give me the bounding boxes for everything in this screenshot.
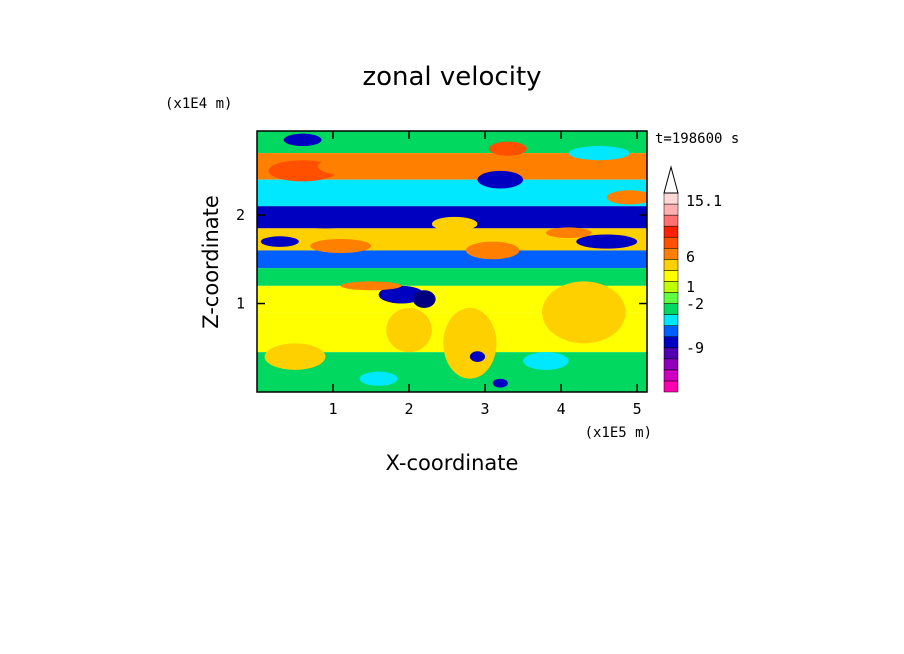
contour-cell-13	[386, 307, 432, 353]
time-label: t=198600 s	[655, 131, 739, 147]
colorbar-swatch	[663, 236, 679, 249]
contour-cell-19	[606, 190, 647, 205]
contour-cell-12	[443, 307, 497, 379]
colorbar-swatch	[663, 303, 679, 315]
contour-cell-1	[317, 157, 379, 176]
colorbar-extend-arrow	[663, 165, 679, 194]
colorbar-swatch	[663, 214, 679, 227]
x-axis-title: X-coordinate	[386, 451, 519, 475]
colorbar-swatch	[663, 347, 679, 360]
colorbar-swatch	[663, 225, 679, 238]
colorbar-swatch	[663, 248, 679, 260]
x-tick-label: 2	[405, 400, 414, 418]
colorbar-label: -2	[686, 295, 704, 313]
colorbar-label: 6	[686, 248, 695, 266]
contour-cell-22	[492, 378, 508, 388]
contour-cell-20	[568, 146, 630, 161]
colorbar-swatch	[663, 259, 679, 271]
x-unit-label: (x1E5 m)	[585, 425, 652, 441]
colorbar-swatch	[663, 325, 679, 337]
contour-band-5	[257, 250, 647, 269]
y-tick-label: 1	[236, 295, 245, 313]
y-unit-label: (x1E4 m)	[165, 96, 232, 112]
colorbar-swatch	[663, 203, 679, 216]
contour-cell-10	[542, 281, 626, 344]
colorbar	[663, 165, 679, 393]
colorbar-label: 15.1	[686, 192, 722, 210]
contour-cell-2	[283, 210, 368, 229]
colorbar-swatch	[663, 336, 679, 349]
contour-cell-18	[431, 216, 478, 231]
colorbar-swatch	[663, 380, 679, 393]
contour-cell-15	[523, 352, 569, 370]
contour-field	[256, 130, 648, 393]
contour-band-6	[257, 268, 647, 286]
contour-cell-21	[469, 351, 486, 362]
contour-band-0	[257, 131, 647, 154]
contour-cell-9	[545, 227, 592, 239]
colorbar-label: 1	[686, 278, 695, 296]
contour-cell-23	[283, 133, 322, 147]
contour-cell-14	[264, 343, 326, 370]
x-tick-label: 1	[329, 400, 338, 418]
colorbar-swatch	[663, 314, 679, 326]
contour-band-2	[257, 179, 647, 207]
contour-cell-11	[340, 281, 402, 291]
colorbar-swatch	[663, 192, 679, 205]
colorbar-swatch	[663, 292, 679, 304]
contour-cell-24	[488, 141, 527, 156]
contour-cell-7	[477, 170, 524, 189]
y-tick-label: 2	[236, 206, 245, 224]
contour-cell-17	[466, 241, 520, 260]
colorbar-label: -9	[686, 339, 704, 357]
y-axis-title: Z-coordinate	[199, 195, 223, 329]
colorbar-swatch	[663, 369, 679, 382]
contour-cell-16	[359, 371, 398, 386]
contour-cell-6	[412, 290, 436, 308]
x-axis-ticks: 1 2 3 4 5	[329, 131, 642, 418]
x-tick-label: 3	[481, 400, 490, 418]
y-axis-ticks: 12	[236, 206, 647, 313]
plot-frame	[256, 130, 648, 393]
x-tick-label: 4	[557, 400, 566, 418]
colorbar-swatch	[663, 281, 679, 293]
contour-cell-8	[576, 234, 638, 249]
colorbar-swatch	[663, 358, 679, 371]
colorbar-swatch	[663, 270, 679, 282]
colorbar-labels: 15.1 6 1-2 -9	[686, 192, 722, 357]
chart-title: zonal velocity	[362, 62, 541, 92]
contour-cell-3	[260, 236, 299, 247]
contour-cell-4	[310, 238, 372, 254]
x-tick-label: 5	[633, 400, 642, 418]
